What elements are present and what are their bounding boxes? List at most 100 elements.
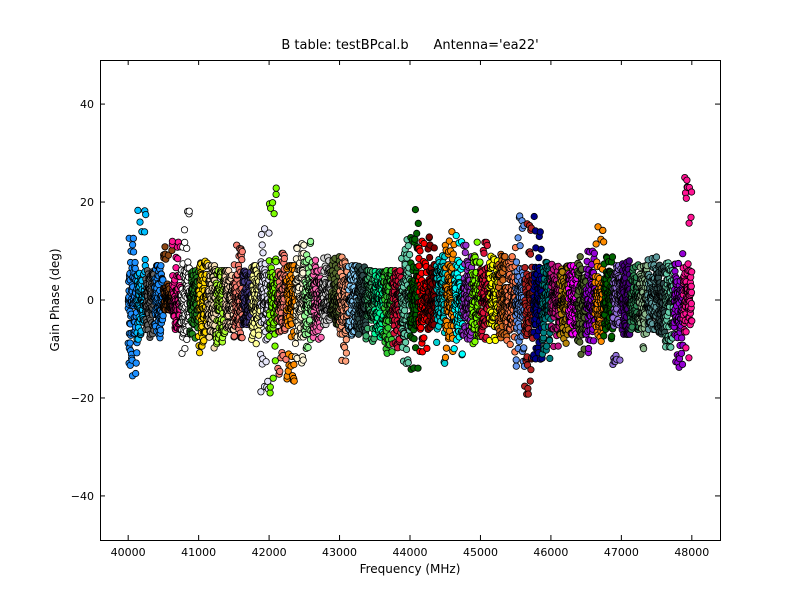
- data-point: [414, 364, 422, 372]
- data-point: [134, 206, 142, 214]
- data-point: [317, 333, 325, 341]
- data-point: [405, 251, 414, 259]
- data-point: [501, 253, 509, 261]
- data-point: [272, 258, 280, 266]
- data-point: [255, 331, 263, 339]
- data-point: [384, 324, 392, 332]
- data-point: [404, 242, 412, 250]
- data-point: [238, 334, 246, 342]
- data-point: [462, 241, 470, 249]
- data-point: [342, 335, 350, 344]
- data-point: [545, 336, 554, 345]
- data-point: [524, 390, 532, 398]
- data-point: [168, 237, 176, 245]
- data-point: [126, 339, 134, 347]
- data-point: [441, 353, 450, 361]
- data-point: [461, 249, 469, 257]
- data-point: [388, 348, 396, 356]
- data-point: [526, 250, 535, 258]
- data-point: [131, 258, 139, 267]
- data-point: [266, 389, 274, 397]
- data-point: [535, 254, 543, 262]
- data-point: [480, 249, 488, 257]
- data-point: [174, 255, 182, 263]
- data-point: [141, 255, 149, 264]
- data-point: [269, 374, 277, 382]
- data-point: [300, 241, 308, 249]
- data-point: [520, 344, 528, 352]
- data-point: [258, 241, 266, 249]
- data-point: [257, 230, 266, 239]
- data-point: [410, 335, 418, 343]
- data-point: [599, 226, 607, 234]
- data-point: [159, 312, 167, 320]
- data-point: [272, 190, 280, 198]
- data-point: [590, 249, 599, 257]
- data-point: [554, 342, 562, 350]
- data-point: [130, 248, 138, 256]
- data-point: [423, 344, 431, 352]
- data-point: [304, 343, 312, 352]
- data-point: [238, 255, 246, 264]
- data-point: [159, 276, 167, 284]
- data-point: [401, 338, 410, 346]
- data-point: [449, 250, 457, 258]
- data-point: [136, 218, 144, 226]
- data-point: [452, 232, 460, 240]
- data-point: [268, 199, 277, 207]
- data-point: [514, 234, 522, 242]
- data-point: [537, 245, 545, 253]
- data-points: [124, 174, 696, 398]
- data-point: [411, 235, 419, 243]
- data-point: [290, 360, 298, 369]
- data-point: [183, 244, 191, 252]
- data-point: [184, 258, 192, 266]
- data-point: [420, 239, 428, 248]
- data-point: [131, 264, 139, 273]
- data-point: [530, 212, 538, 221]
- data-point: [450, 345, 458, 353]
- data-point: [512, 356, 520, 364]
- data-point: [311, 256, 320, 264]
- data-point: [290, 377, 298, 385]
- data-point: [414, 219, 422, 227]
- data-point: [562, 339, 570, 347]
- data-point: [132, 359, 140, 367]
- data-point: [576, 253, 584, 261]
- data-point: [230, 332, 238, 340]
- data-point: [252, 340, 260, 348]
- data-point: [142, 211, 150, 219]
- data-point: [600, 332, 608, 340]
- data-point: [411, 206, 419, 214]
- data-point: [200, 337, 208, 345]
- data-point: [526, 377, 534, 385]
- data-point: [293, 244, 301, 252]
- data-point: [473, 238, 481, 246]
- series-6: [177, 207, 194, 357]
- data-point: [181, 238, 189, 246]
- data-point: [516, 242, 524, 250]
- data-point: [425, 233, 433, 241]
- data-point: [265, 229, 273, 237]
- data-point: [157, 262, 165, 270]
- data-point: [157, 326, 165, 334]
- data-point: [291, 339, 300, 348]
- data-point: [404, 359, 412, 367]
- data-point: [276, 367, 284, 375]
- data-point: [271, 342, 279, 350]
- data-point: [576, 338, 584, 346]
- data-point: [299, 269, 307, 277]
- data-point: [129, 241, 137, 249]
- data-point: [266, 383, 274, 391]
- data-point: [161, 243, 169, 251]
- data-point: [132, 369, 140, 378]
- data-point: [506, 340, 514, 348]
- data-point: [416, 247, 424, 255]
- data-point: [164, 251, 172, 259]
- data-point: [425, 253, 434, 262]
- data-point: [608, 332, 616, 340]
- data-point: [521, 263, 529, 272]
- data-point: [442, 344, 450, 352]
- data-point: [512, 362, 520, 370]
- data-point: [476, 258, 484, 266]
